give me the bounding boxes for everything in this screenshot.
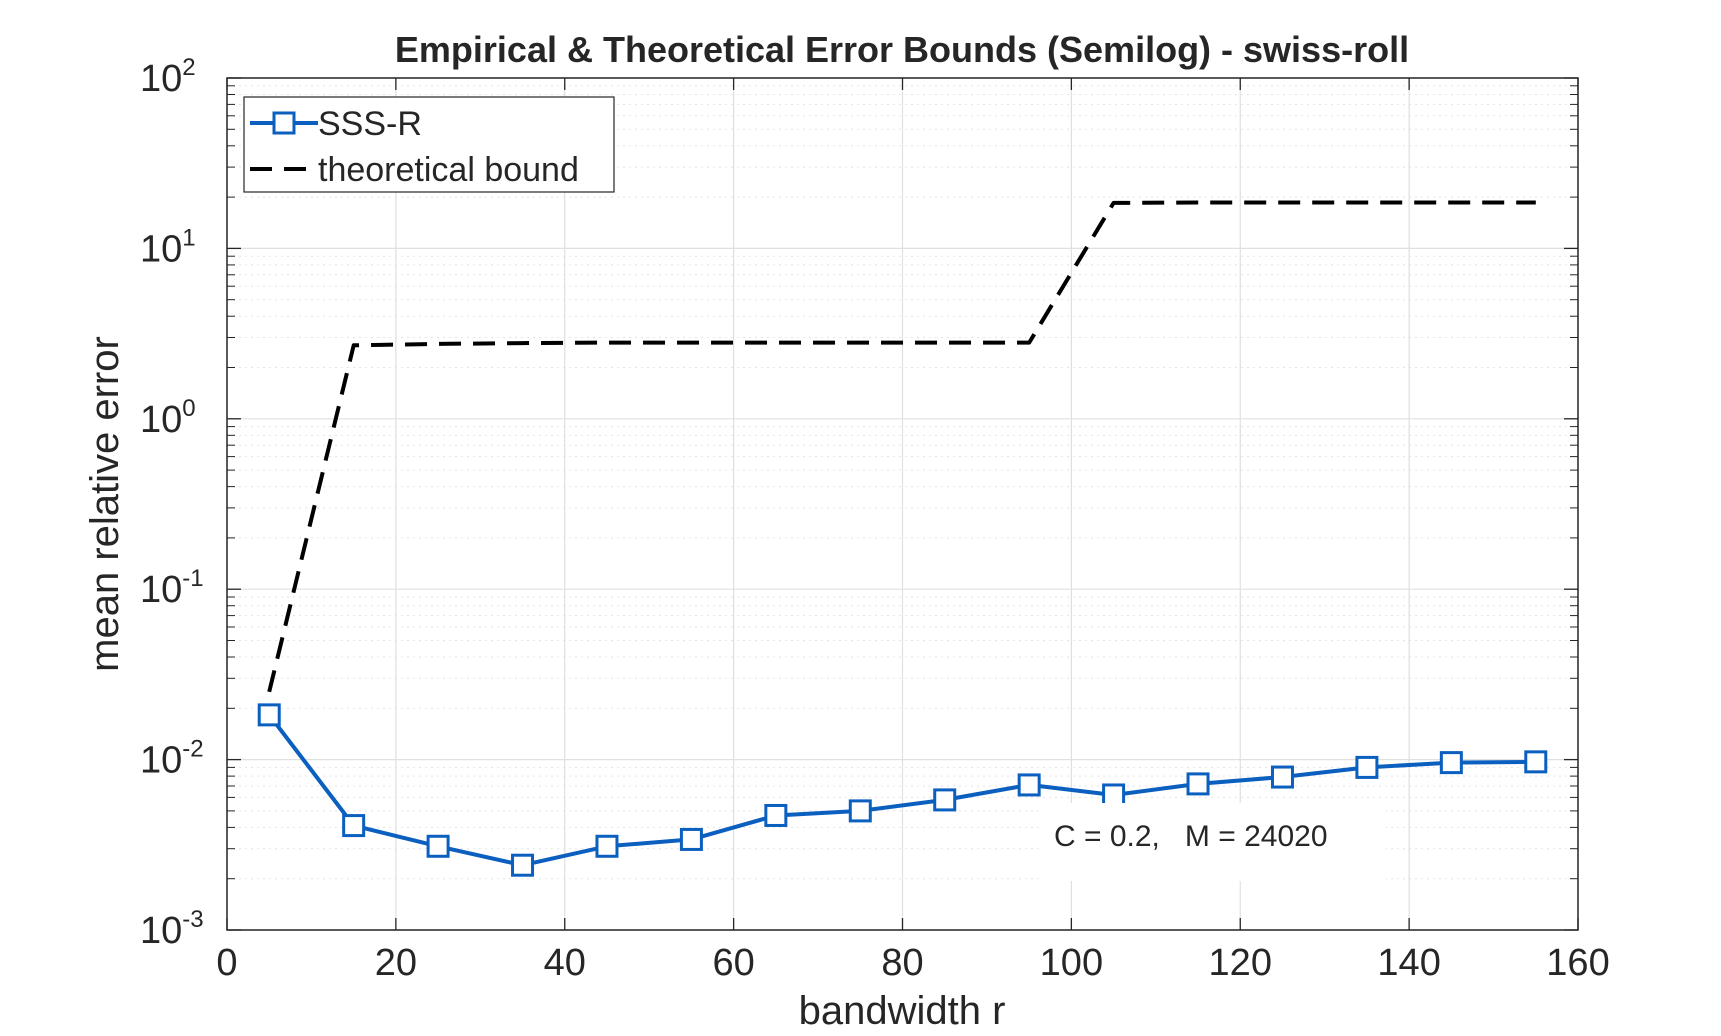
y-tick-label: 10-1 — [140, 565, 204, 611]
data-point-sss-r — [1017, 773, 1041, 797]
data-point-sss-r — [1186, 772, 1210, 796]
annotation-text: C = 0.2, M = 24020 — [1054, 820, 1328, 853]
data-point-sss-r — [1270, 765, 1294, 789]
data-point-sss-r — [1439, 751, 1463, 775]
legend-marker-sss-r — [272, 111, 296, 135]
x-tick-label: 100 — [1040, 942, 1103, 984]
x-tick-label: 140 — [1377, 942, 1440, 984]
data-point-sss-r — [342, 814, 366, 838]
data-point-sss-r — [1355, 755, 1379, 779]
legend-label-theoretical-bound: theoretical bound — [318, 151, 579, 189]
legend-label-sss-r: SSS-R — [318, 105, 422, 143]
x-tick-label: 80 — [881, 942, 923, 984]
chart-title: Empirical & Theoretical Error Bounds (Se… — [395, 29, 1409, 70]
data-point-sss-r — [595, 834, 619, 858]
series-layer — [257, 200, 1548, 877]
x-tick-label: 40 — [544, 942, 586, 984]
data-point-sss-r — [511, 853, 535, 877]
x-tick-label: 160 — [1546, 942, 1609, 984]
y-tick-labels: 10-3 10-2 10-1 100 101 102 — [140, 54, 204, 952]
y-tick-label: 101 — [140, 224, 196, 270]
x-tick-labels: 0 20 40 60 80 100 120 140 160 — [216, 942, 1609, 984]
y-tick-label: 10-2 — [140, 736, 204, 782]
y-tick-label: 102 — [140, 54, 196, 100]
axis-ticks — [226, 77, 1579, 931]
annotation-background — [1042, 803, 1386, 881]
series-line-theoretical-bound — [267, 200, 1536, 693]
x-tick-label: 20 — [375, 942, 417, 984]
legend-box — [243, 96, 615, 193]
series-line-sss-r — [267, 713, 1536, 868]
data-point-sss-r — [764, 803, 788, 827]
x-axis-label: bandwidth r — [799, 989, 1006, 1033]
legend: SSS-R theoretical bound — [243, 96, 615, 193]
data-point-sss-r — [1102, 783, 1126, 807]
y-tick-label: 100 — [140, 395, 196, 441]
y-tick-label: 10-3 — [140, 906, 204, 952]
data-point-sss-r — [426, 834, 450, 858]
data-point-sss-r — [933, 788, 957, 812]
data-point-sss-r — [1524, 750, 1548, 774]
data-point-sss-r — [257, 703, 281, 727]
data-point-sss-r — [679, 827, 703, 851]
y-axis-label: mean relative error — [83, 336, 127, 672]
x-tick-label: 120 — [1209, 942, 1272, 984]
x-tick-label: 0 — [216, 942, 237, 984]
data-point-sss-r — [848, 799, 872, 823]
x-tick-label: 60 — [712, 942, 754, 984]
